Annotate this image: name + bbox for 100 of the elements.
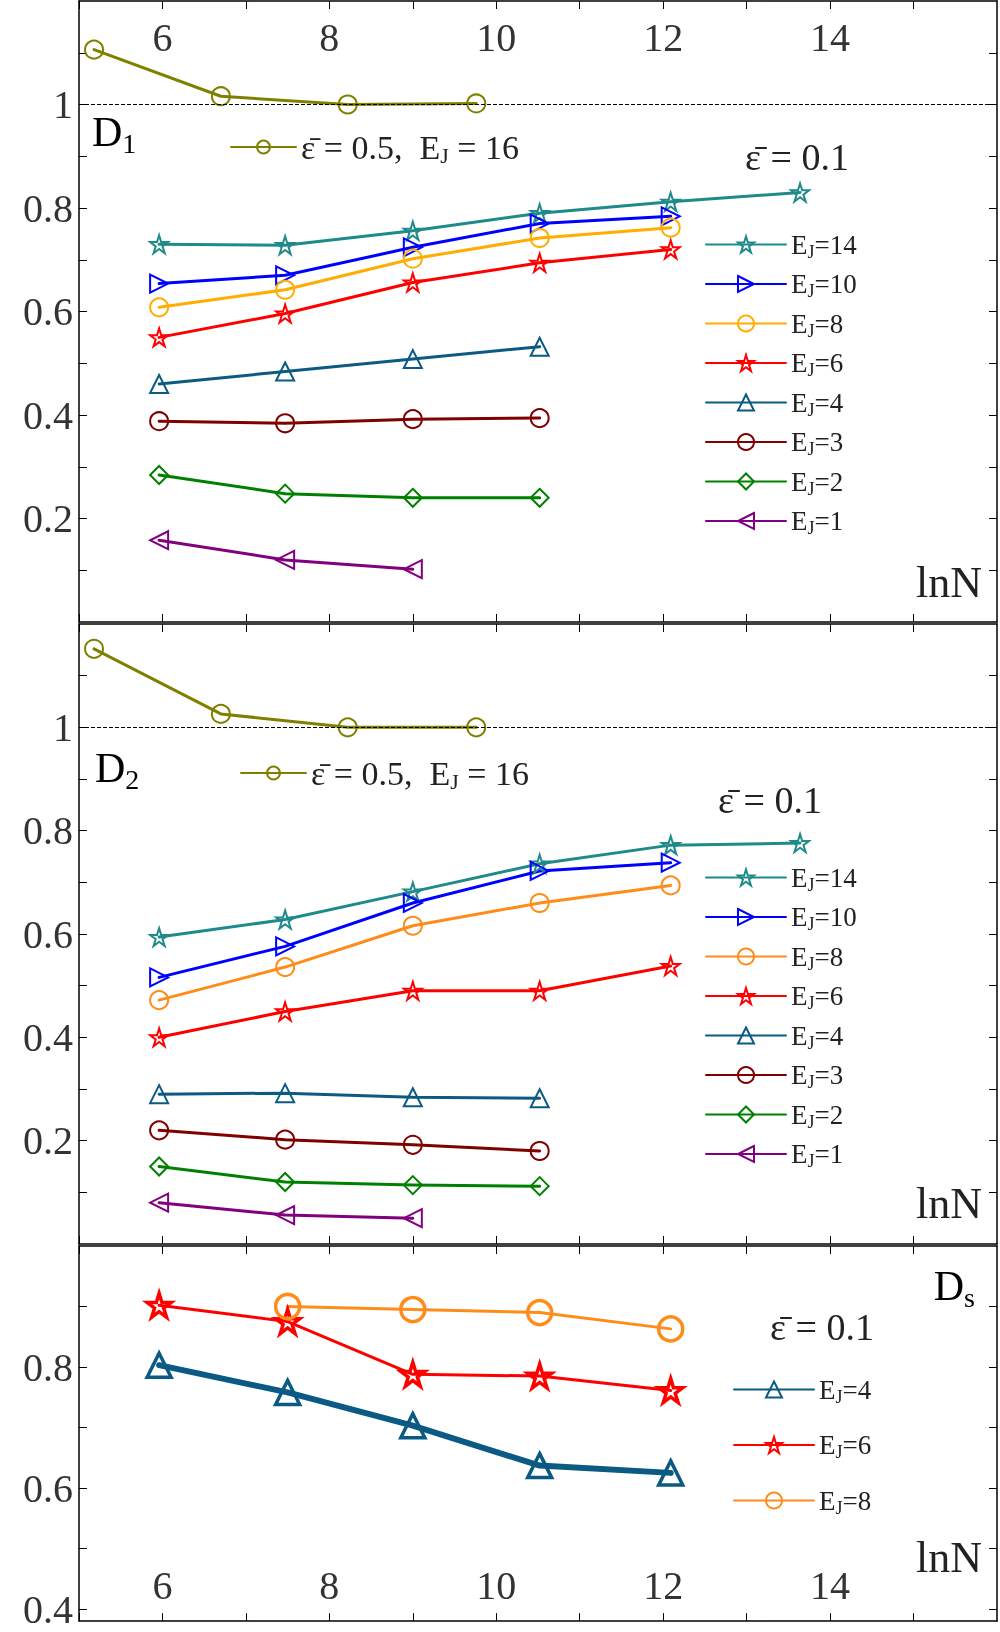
point	[275, 549, 296, 570]
point	[656, 1459, 685, 1487]
point	[149, 411, 170, 432]
x-tick-label: 8	[319, 1562, 340, 1608]
point	[466, 717, 487, 738]
point	[529, 893, 550, 913]
point	[275, 1172, 296, 1192]
point	[275, 265, 296, 286]
point	[660, 217, 681, 238]
point	[658, 189, 683, 214]
point	[273, 301, 296, 326]
y-tick-label: 1	[53, 82, 73, 127]
point	[149, 1084, 170, 1105]
point	[273, 907, 296, 932]
point	[275, 957, 296, 978]
y-tick-label: 0.4	[23, 1586, 73, 1632]
point	[529, 1176, 550, 1197]
x-tick-label: 12	[643, 14, 684, 60]
point	[398, 1409, 428, 1440]
point	[149, 530, 170, 551]
x-tick-label: 14	[810, 1562, 851, 1608]
point	[149, 1120, 170, 1141]
point	[529, 487, 550, 508]
point	[402, 1208, 423, 1229]
point	[149, 967, 170, 988]
point	[402, 349, 423, 370]
point	[660, 206, 681, 227]
y-tick-label: 0.6	[23, 289, 73, 334]
x-tick-label: 12	[643, 1562, 684, 1608]
point	[402, 559, 423, 580]
point	[210, 86, 231, 107]
point	[529, 1088, 550, 1109]
point	[529, 408, 550, 429]
point	[84, 638, 105, 659]
point	[529, 213, 550, 234]
point	[84, 39, 105, 60]
point	[275, 483, 296, 504]
legend-title: ε̄ = 0.1	[745, 136, 849, 178]
point	[529, 336, 550, 357]
point	[660, 852, 681, 873]
y-tick-label: 0.4	[23, 1014, 73, 1060]
point	[525, 1298, 554, 1327]
x-axis-title: lnN	[916, 1532, 982, 1582]
point	[402, 893, 423, 913]
point	[529, 1141, 550, 1161]
point	[337, 717, 358, 738]
y-tick-label: 0.6	[23, 911, 73, 957]
point	[149, 465, 170, 486]
point	[149, 297, 170, 318]
point	[275, 1205, 296, 1226]
point	[275, 413, 296, 434]
point	[402, 409, 423, 430]
point	[788, 180, 812, 205]
point	[466, 93, 487, 114]
point	[660, 875, 681, 896]
point	[402, 1175, 423, 1196]
y-tick-label: 0.8	[23, 185, 73, 231]
point	[275, 936, 296, 957]
point	[402, 1134, 423, 1155]
point	[275, 1129, 296, 1150]
point	[402, 487, 423, 508]
x-tick-label: 10	[476, 1562, 517, 1608]
point	[401, 879, 423, 904]
y-tick-label: 0.8	[23, 808, 73, 854]
point	[401, 218, 425, 243]
point	[529, 860, 550, 881]
point	[399, 1295, 427, 1324]
point	[275, 1083, 296, 1104]
x-tick-label: 6	[152, 14, 173, 60]
point	[402, 915, 423, 936]
point	[210, 703, 231, 724]
x-tick-label: 14	[810, 14, 851, 60]
point	[656, 1315, 685, 1343]
y-tick-label: 0.4	[23, 392, 73, 438]
y-tick-label: 0.8	[23, 1344, 73, 1390]
point	[145, 1351, 173, 1379]
y-tick-label: 0.2	[23, 1118, 73, 1164]
point	[527, 250, 552, 275]
y-tick-label: 0.6	[23, 1465, 73, 1511]
x-axis-title: lnN	[916, 1178, 982, 1228]
point	[402, 1087, 423, 1108]
point	[401, 270, 425, 295]
x-tick-label: 8	[319, 14, 340, 60]
point	[658, 237, 683, 261]
x-axis-title: lnN	[916, 557, 982, 607]
point	[272, 1376, 303, 1407]
point	[149, 1156, 170, 1177]
point	[149, 1192, 170, 1213]
point	[527, 978, 551, 1003]
point	[658, 833, 683, 857]
point	[275, 361, 296, 382]
legend-title: ε̄ = 0.1	[770, 1306, 874, 1348]
point	[149, 373, 170, 394]
legend-title: ε̄ = 0.1	[718, 779, 822, 821]
point	[524, 1449, 555, 1480]
point	[337, 94, 358, 115]
y-tick-label: 1	[53, 704, 73, 750]
point	[149, 273, 170, 294]
point	[401, 978, 425, 1003]
x-tick-label: 10	[476, 14, 517, 60]
